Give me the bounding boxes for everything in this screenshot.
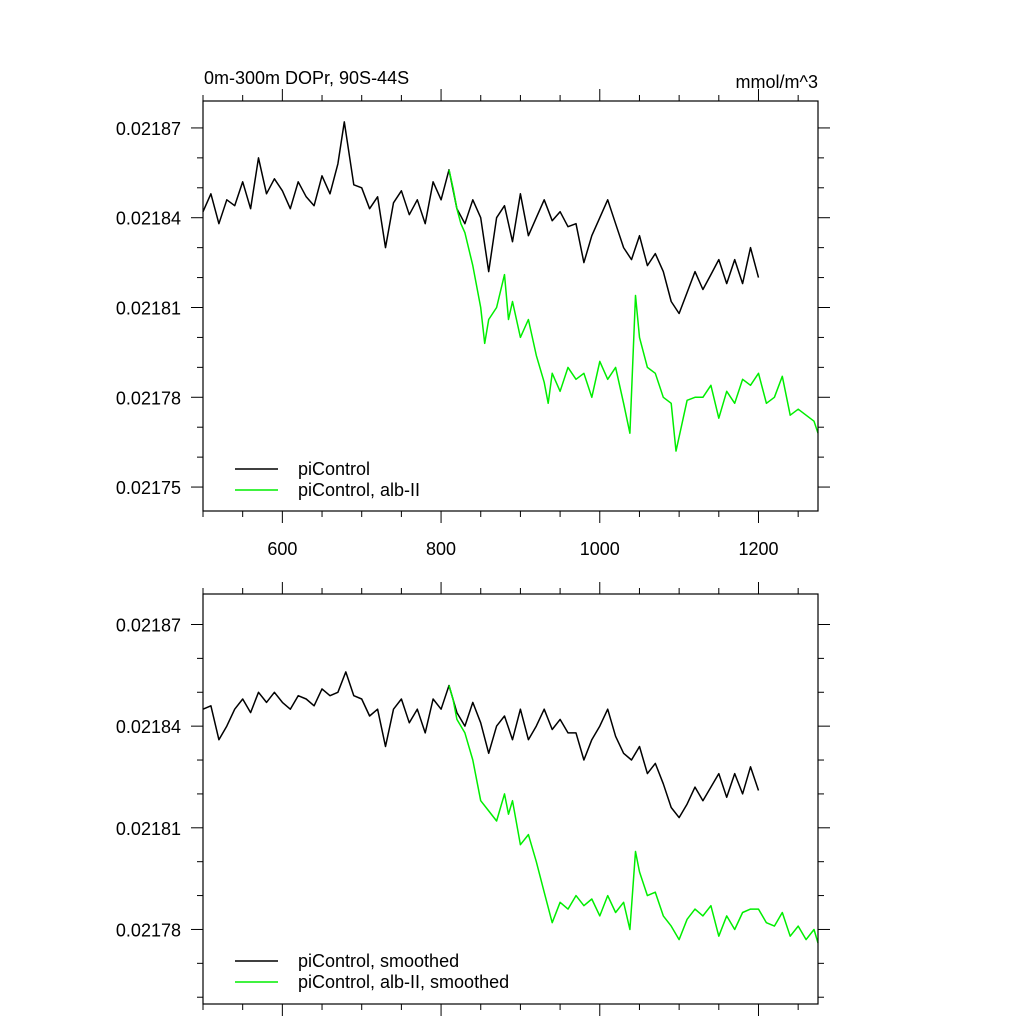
top-legend: piControl piControl, alb-II: [235, 459, 420, 500]
bottom-panel: 0.02178 0.02181 0.02184 0.02187 piControl, …: [116, 582, 830, 1016]
bottom-legend: piControl, smoothed piControl, alb-II, s…: [235, 951, 509, 992]
top-y-tick-label: 0.02184: [116, 209, 181, 229]
chart-title: 0m-300m DOPr, 90S-44S: [204, 68, 409, 88]
bottom-series-lines: [202, 671, 819, 944]
top-series-line-picontrol: [202, 121, 760, 315]
top-y-tick-label: 0.02178: [116, 388, 181, 408]
legend-label-alb-ii-smoothed: piControl, alb-II, smoothed: [298, 972, 509, 992]
bottom-plot-frame: [202, 593, 819, 1005]
chart-units: mmol/m^3: [736, 72, 818, 92]
top-ticks: 600 800 1000 1200 0.02175 0.02178 0.02181 0.021…: [116, 89, 830, 559]
top-x-tick-label: 600: [267, 539, 297, 559]
top-series-line-alb-ii: [448, 169, 819, 452]
bottom-y-tick-label: 0.02184: [116, 717, 181, 737]
top-x-tick-label: 800: [426, 539, 456, 559]
bottom-y-tick-label: 0.02178: [116, 920, 181, 940]
legend-label-picontrol-smoothed: piControl, smoothed: [298, 951, 459, 971]
top-panel: 0m-300m DOPr, 90S-44S mmol/m^3 600 800 100…: [116, 68, 830, 559]
top-series-lines: [202, 121, 819, 452]
top-y-tick-label: 0.02187: [116, 119, 181, 139]
bottom-y-tick-label: 0.02181: [116, 819, 181, 839]
legend-label-picontrol: piControl: [298, 459, 370, 479]
top-y-tick-label: 0.02175: [116, 478, 181, 498]
bottom-ticks: 0.02178 0.02181 0.02184 0.02187: [116, 582, 830, 1016]
top-x-tick-label: 1000: [580, 539, 620, 559]
bottom-y-tick-label: 0.02187: [116, 615, 181, 635]
bottom-series-line-picontrol: [202, 671, 760, 819]
legend-label-alb-ii: piControl, alb-II: [298, 480, 420, 500]
bottom-series-line-alb-ii: [448, 685, 819, 944]
top-plot-frame: [202, 100, 819, 512]
top-y-tick-label: 0.02181: [116, 298, 181, 318]
top-x-tick-label: 1200: [738, 539, 778, 559]
